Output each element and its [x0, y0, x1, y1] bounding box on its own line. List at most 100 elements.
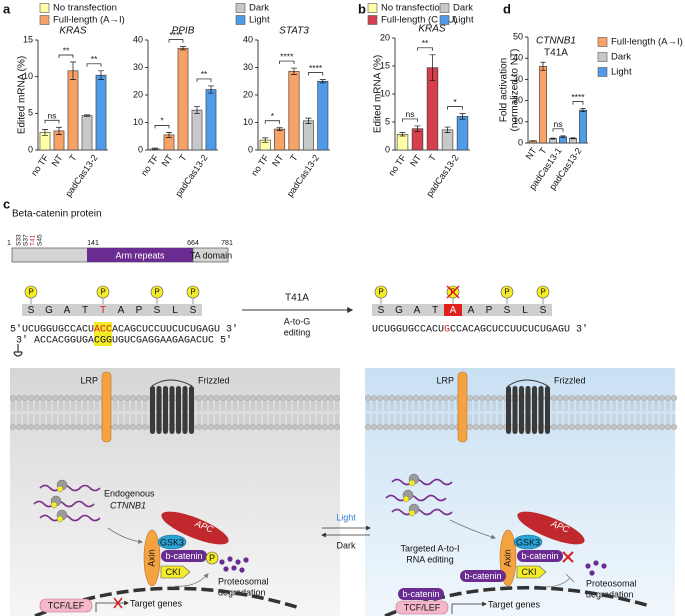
y-axis-label: (normalized to NT) [510, 49, 521, 132]
mrna-strand [39, 484, 101, 492]
lipid-head [659, 424, 666, 431]
lipid-head [280, 395, 287, 402]
gsk3 [513, 534, 543, 550]
significance-bracket [168, 39, 184, 43]
lipid-head [195, 424, 202, 431]
chart-subtitle: T41A [544, 48, 568, 59]
bar [205, 89, 217, 151]
x-tick-label: NT [270, 152, 285, 168]
y-tick-label: 10 [380, 88, 390, 98]
legend-swatch [597, 37, 608, 47]
arrow [449, 519, 496, 540]
lipid-head [249, 395, 256, 402]
error-bar [262, 137, 269, 143]
rna-sequence: G [444, 325, 450, 336]
amino-acid: S [190, 305, 197, 316]
helix [532, 386, 537, 434]
b-catenin-label: b-catenin [165, 551, 202, 561]
lipid-head [322, 395, 329, 402]
lipid-head [310, 395, 317, 402]
amino-acid: T [432, 305, 438, 316]
error-bar [550, 137, 556, 140]
lipid-head [599, 424, 606, 431]
phospho-label: P [540, 288, 545, 297]
b-catenin-label: b-catenin [402, 589, 439, 599]
significance-label: **** [280, 51, 294, 61]
lipid-head [659, 395, 666, 402]
error-bar [570, 137, 576, 140]
x-tick-label: T [537, 145, 549, 156]
phospho [96, 285, 110, 299]
bar [177, 47, 189, 151]
y-tick-label: 20 [513, 95, 523, 105]
lipid-head [647, 395, 654, 402]
y-tick-label: 0 [138, 144, 143, 154]
lipid-head [213, 424, 220, 431]
lipid-head [231, 395, 238, 402]
error-bar [152, 147, 158, 151]
y-tick-label: 5 [385, 116, 390, 126]
gsk3 [157, 534, 187, 550]
lipid-head [40, 424, 47, 431]
residue-label: T41 [30, 234, 37, 246]
phospho [536, 285, 550, 299]
lipid-head [207, 395, 214, 402]
editing-label: Targeted A-to-I [400, 543, 459, 553]
lipid-head [485, 395, 492, 402]
chart-title: STAT3 [279, 26, 309, 37]
panel-label: a [3, 1, 11, 16]
lipid-head [407, 424, 414, 431]
lipid-head [195, 395, 202, 402]
legend-label: Dark [249, 3, 269, 14]
b-catenin [517, 550, 563, 562]
lipid-head [377, 424, 384, 431]
phospho-label: P [209, 553, 215, 563]
x-tick-label: no TF [249, 152, 271, 177]
helix [519, 386, 524, 434]
error-bar [194, 106, 200, 115]
bar [317, 80, 329, 151]
lipid-head [407, 395, 414, 402]
legend-swatch [597, 52, 608, 62]
amino-acid: P [136, 305, 143, 316]
x-tick-label: T [177, 152, 189, 163]
amino-acid: S [504, 305, 511, 316]
amino-acid: G [395, 305, 403, 316]
lipid-head [93, 424, 100, 431]
lipid-head [225, 395, 232, 402]
x-tick-label: NT [408, 152, 423, 168]
block-x [113, 597, 123, 609]
bar [539, 65, 547, 144]
gsk3-label: GSK3 [516, 537, 540, 547]
y-tick-label: 30 [243, 62, 253, 72]
helix [545, 386, 550, 434]
amino-acid: L [172, 305, 178, 316]
lipid-head [473, 424, 480, 431]
lipid-head [292, 424, 299, 431]
axin [143, 529, 161, 587]
apc [517, 511, 585, 545]
bar [67, 70, 79, 151]
lipid-head [485, 424, 492, 431]
significance-label: ns [406, 109, 415, 119]
lipid-head [671, 424, 678, 431]
lipid-head [623, 424, 630, 431]
x-tick-label: T [427, 152, 439, 163]
lipid-head [58, 424, 65, 431]
frizzled-label: Frizzled [554, 375, 586, 385]
peptide [243, 557, 249, 563]
lipid-head [93, 395, 100, 402]
mrna [385, 473, 453, 517]
lipid-head [268, 395, 275, 402]
lipid-head [431, 395, 438, 402]
amino-acid: S [28, 305, 35, 316]
lrp [457, 371, 468, 443]
significance-bracket [44, 119, 60, 124]
editing-label: RNA editing [406, 554, 454, 564]
rna-label: Endogenous [104, 488, 155, 498]
panel-label: b [358, 1, 366, 16]
lipid-head [322, 424, 329, 431]
legend-label: Dark [453, 3, 473, 14]
lipid-head [437, 424, 444, 431]
lipid-head [383, 395, 390, 402]
